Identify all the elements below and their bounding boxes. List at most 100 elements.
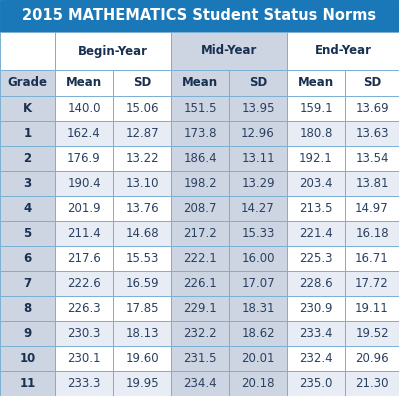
Bar — [345, 121, 399, 146]
Bar — [171, 271, 229, 296]
Bar — [229, 171, 287, 196]
Text: 222.1: 222.1 — [183, 252, 217, 265]
Text: 17.07: 17.07 — [241, 277, 275, 290]
Text: 226.3: 226.3 — [67, 302, 101, 315]
Bar — [229, 121, 287, 146]
Text: 14.97: 14.97 — [355, 202, 389, 215]
Text: 18.62: 18.62 — [241, 327, 275, 340]
Text: 225.3: 225.3 — [299, 252, 333, 265]
Bar — [113, 171, 171, 196]
Text: SD: SD — [363, 76, 381, 89]
Text: 18.13: 18.13 — [125, 327, 159, 340]
Bar — [113, 70, 171, 96]
Text: 190.4: 190.4 — [67, 177, 101, 190]
Bar — [55, 196, 113, 221]
Bar — [0, 271, 55, 296]
Text: SD: SD — [133, 76, 151, 89]
Text: 208.7: 208.7 — [183, 202, 217, 215]
Bar — [345, 246, 399, 271]
Bar — [0, 371, 55, 396]
Bar — [287, 196, 345, 221]
Text: 211.4: 211.4 — [67, 227, 101, 240]
Text: 19.52: 19.52 — [355, 327, 389, 340]
Bar — [171, 296, 229, 321]
Bar — [55, 296, 113, 321]
Text: Grade: Grade — [8, 76, 47, 89]
Text: Mean: Mean — [298, 76, 334, 89]
Bar — [0, 0, 399, 32]
Bar — [0, 346, 55, 371]
Text: 13.22: 13.22 — [125, 152, 159, 165]
Bar — [55, 321, 113, 346]
Text: 232.4: 232.4 — [299, 352, 333, 365]
Bar — [229, 321, 287, 346]
Bar — [229, 346, 287, 371]
Bar — [0, 246, 55, 271]
Bar — [55, 371, 113, 396]
Bar — [229, 196, 287, 221]
Bar — [113, 146, 171, 171]
Bar — [55, 146, 113, 171]
Bar — [287, 221, 345, 246]
Text: Mean: Mean — [182, 76, 218, 89]
Text: 192.1: 192.1 — [299, 152, 333, 165]
Bar — [0, 321, 55, 346]
Bar — [113, 221, 171, 246]
Bar — [0, 221, 55, 246]
Text: 233.4: 233.4 — [299, 327, 333, 340]
Bar — [229, 221, 287, 246]
Bar — [345, 321, 399, 346]
Text: 13.63: 13.63 — [355, 127, 389, 140]
Bar — [229, 146, 287, 171]
Text: 6: 6 — [24, 252, 32, 265]
Text: 15.06: 15.06 — [125, 102, 159, 115]
Bar — [345, 196, 399, 221]
Bar — [171, 246, 229, 271]
Bar — [113, 246, 171, 271]
Text: 159.1: 159.1 — [299, 102, 333, 115]
Text: 17.72: 17.72 — [355, 277, 389, 290]
Bar — [287, 296, 345, 321]
Text: 2015 MATHEMATICS Student Status Norms: 2015 MATHEMATICS Student Status Norms — [22, 8, 377, 23]
Text: Mid-Year: Mid-Year — [201, 44, 257, 57]
Text: 16.71: 16.71 — [355, 252, 389, 265]
Text: 213.5: 213.5 — [299, 202, 333, 215]
Bar — [287, 271, 345, 296]
Bar — [287, 371, 345, 396]
Bar — [171, 346, 229, 371]
Bar — [287, 121, 345, 146]
Text: 13.29: 13.29 — [241, 177, 275, 190]
Bar — [229, 246, 287, 271]
Text: 232.2: 232.2 — [183, 327, 217, 340]
Text: 201.9: 201.9 — [67, 202, 101, 215]
Bar — [113, 346, 171, 371]
Text: 21.30: 21.30 — [355, 377, 389, 390]
Text: 13.81: 13.81 — [355, 177, 389, 190]
Text: 13.69: 13.69 — [355, 102, 389, 115]
Text: 20.01: 20.01 — [241, 352, 275, 365]
Text: 16.00: 16.00 — [241, 252, 275, 265]
Text: 180.8: 180.8 — [299, 127, 333, 140]
Bar — [171, 221, 229, 246]
Bar — [171, 171, 229, 196]
Bar — [0, 171, 55, 196]
Text: K: K — [23, 102, 32, 115]
Text: 235.0: 235.0 — [299, 377, 333, 390]
Text: 151.5: 151.5 — [183, 102, 217, 115]
Text: 162.4: 162.4 — [67, 127, 101, 140]
Bar — [345, 96, 399, 121]
Text: 4: 4 — [24, 202, 32, 215]
Bar — [113, 96, 171, 121]
Text: 14.68: 14.68 — [125, 227, 159, 240]
Text: 228.6: 228.6 — [299, 277, 333, 290]
Text: 7: 7 — [24, 277, 32, 290]
Text: 16.59: 16.59 — [125, 277, 159, 290]
Text: 18.31: 18.31 — [241, 302, 275, 315]
Text: 230.9: 230.9 — [299, 302, 333, 315]
Bar — [0, 146, 55, 171]
Bar — [345, 70, 399, 96]
Bar — [171, 146, 229, 171]
Text: 16.18: 16.18 — [355, 227, 389, 240]
Bar — [287, 146, 345, 171]
Text: 19.60: 19.60 — [125, 352, 159, 365]
